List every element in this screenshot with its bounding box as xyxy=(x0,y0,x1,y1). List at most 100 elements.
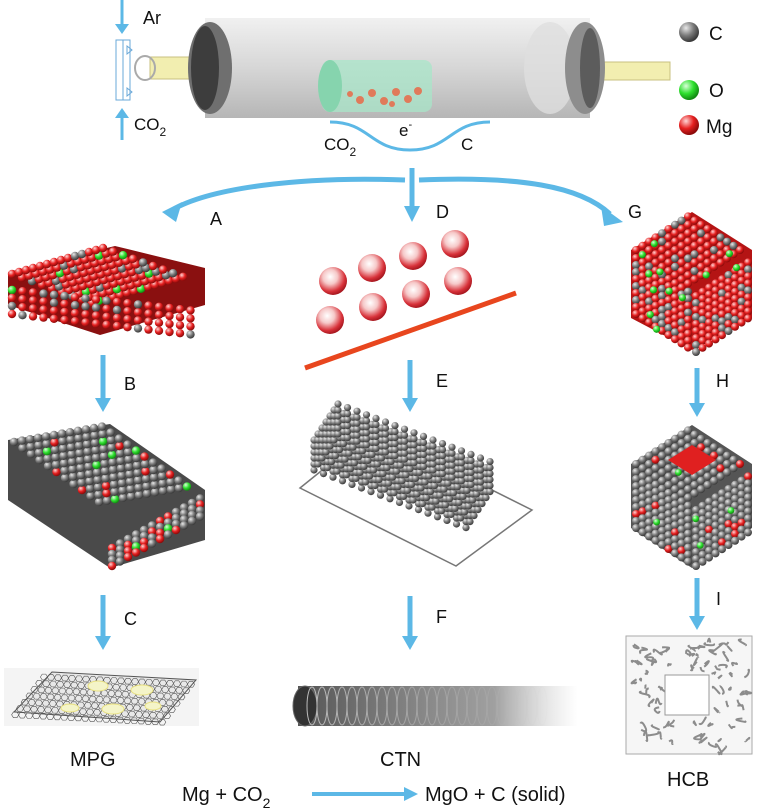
equation-products: MgO + C (solid) xyxy=(425,784,566,806)
nanotube-atom xyxy=(429,466,437,474)
slab-atom xyxy=(7,301,17,311)
carbon-cube-atom xyxy=(658,476,666,485)
carbon-cube-atom xyxy=(658,526,666,535)
nanotube-atom xyxy=(410,447,418,455)
porous-carbon-strand xyxy=(743,690,748,696)
carbon-cube-atom xyxy=(675,469,682,476)
carbon-slab-atom xyxy=(52,467,61,477)
carbon-cube-atom xyxy=(710,468,718,477)
carbon-slab-atom xyxy=(107,443,116,452)
nanotube-atom xyxy=(440,485,448,493)
carbon-cube-atom xyxy=(703,472,712,481)
mg-cube-atom xyxy=(711,328,720,337)
mg-cube-atom xyxy=(737,311,746,320)
mg-cube-atom xyxy=(697,262,705,271)
nanotube-atom xyxy=(395,498,404,506)
carbon-slab-atom xyxy=(100,459,109,468)
mg-cube-atom xyxy=(665,287,673,295)
nanotube-atom xyxy=(353,407,361,415)
carbon-cube-atom xyxy=(684,536,692,545)
mg-cube-atom xyxy=(697,237,705,246)
carbon-cube-atom xyxy=(724,499,733,507)
ar-label: Ar xyxy=(143,8,161,28)
mg-cube-atom xyxy=(718,331,726,340)
slab-atom xyxy=(138,258,148,267)
carbon-slab-atom xyxy=(123,552,133,562)
nanotube-atom xyxy=(428,503,436,511)
nanotube-atom xyxy=(348,480,356,488)
mg-cube-atom xyxy=(703,250,712,259)
slab-atom xyxy=(175,329,185,338)
nanotube-atom xyxy=(354,453,363,461)
carbon-slab-atom xyxy=(131,536,141,545)
nanotube-atom xyxy=(486,476,494,484)
carbon-slab-atom xyxy=(171,513,181,523)
product-label-hcb: HCB xyxy=(667,769,709,791)
mg-cube-atom xyxy=(697,271,705,280)
mg-cube-atom xyxy=(731,280,739,289)
carbon-cube-atom xyxy=(645,511,653,520)
carbon-slab-atom xyxy=(85,477,94,486)
carbon-slab-atom xyxy=(107,543,117,553)
slab-atom xyxy=(63,253,73,263)
mg-cube-atom xyxy=(731,315,739,324)
carbon-slab-atom xyxy=(83,447,92,456)
slab-atom xyxy=(70,301,80,310)
mg-cube-atom xyxy=(649,286,658,294)
mg-cube-atom xyxy=(702,271,710,279)
carbon-slab-atom xyxy=(139,543,149,553)
nanotube-atom xyxy=(438,446,447,454)
mg-cube-atom xyxy=(671,321,679,330)
carbon-slab-atom xyxy=(58,444,68,453)
slab-atom xyxy=(91,311,101,320)
carbon-slab-atom xyxy=(179,509,189,518)
nanotube-atom xyxy=(459,492,467,500)
carbon-slab-atom xyxy=(51,460,61,469)
carbon-slab-atom xyxy=(131,542,141,551)
carbon-slab-atom xyxy=(139,531,149,541)
mg-cube-atom xyxy=(677,318,686,327)
carbon-cube-atom xyxy=(718,538,726,547)
nanotube-atom xyxy=(314,460,322,468)
slab-atom xyxy=(91,319,101,328)
electron-transfer-curve xyxy=(329,120,491,152)
carbon-cube-atom xyxy=(710,476,718,485)
carbon-slab-atom xyxy=(91,446,100,455)
carbon-cube-atom xyxy=(645,460,653,468)
nanotube-atom xyxy=(353,425,361,433)
nanotube-atom xyxy=(438,470,447,478)
porous-carbon-strand xyxy=(706,637,712,643)
mg-cube-atom xyxy=(684,329,692,338)
nanotube-atom xyxy=(310,466,318,474)
mg-cube-atom xyxy=(632,246,640,254)
mg-cube-atom xyxy=(698,343,707,352)
carbon-slab-atom xyxy=(90,438,100,447)
mg-cube-atom xyxy=(705,332,713,341)
nanotube-atom xyxy=(476,472,485,480)
carbon-cube-atom xyxy=(645,532,653,541)
nanotube-atom xyxy=(476,466,485,474)
carbon-cube-atom xyxy=(671,485,679,494)
mg-cube-atom xyxy=(651,315,660,324)
carbon-cube-atom xyxy=(658,540,666,549)
reaction-equation: Mg + CO2 MgO + C (solid) xyxy=(182,784,566,811)
nanotube-atom xyxy=(457,465,466,473)
nanotube-atom xyxy=(419,432,428,440)
slab-atom xyxy=(49,306,59,315)
nanotube-atom xyxy=(422,494,431,502)
slab-atom xyxy=(56,255,66,265)
slab-atom xyxy=(81,318,90,327)
porous-carbon-strand xyxy=(739,691,746,696)
porous-carbon-strand xyxy=(703,660,710,668)
mg-cube-atom xyxy=(698,294,707,303)
carbon-slab-atom xyxy=(149,473,159,482)
nanotube-ring xyxy=(446,686,458,726)
porous-carbon-strand xyxy=(707,741,718,748)
carbon-cube-atom xyxy=(711,514,720,523)
carbon-cube-atom xyxy=(737,518,746,527)
mg-cube-atom xyxy=(645,276,653,285)
mg-cube-atom xyxy=(711,314,720,323)
reactor-co2-label: CO2 xyxy=(324,135,357,159)
carbon-slab-atom xyxy=(163,512,173,521)
carbon-slab-atom xyxy=(67,450,76,459)
